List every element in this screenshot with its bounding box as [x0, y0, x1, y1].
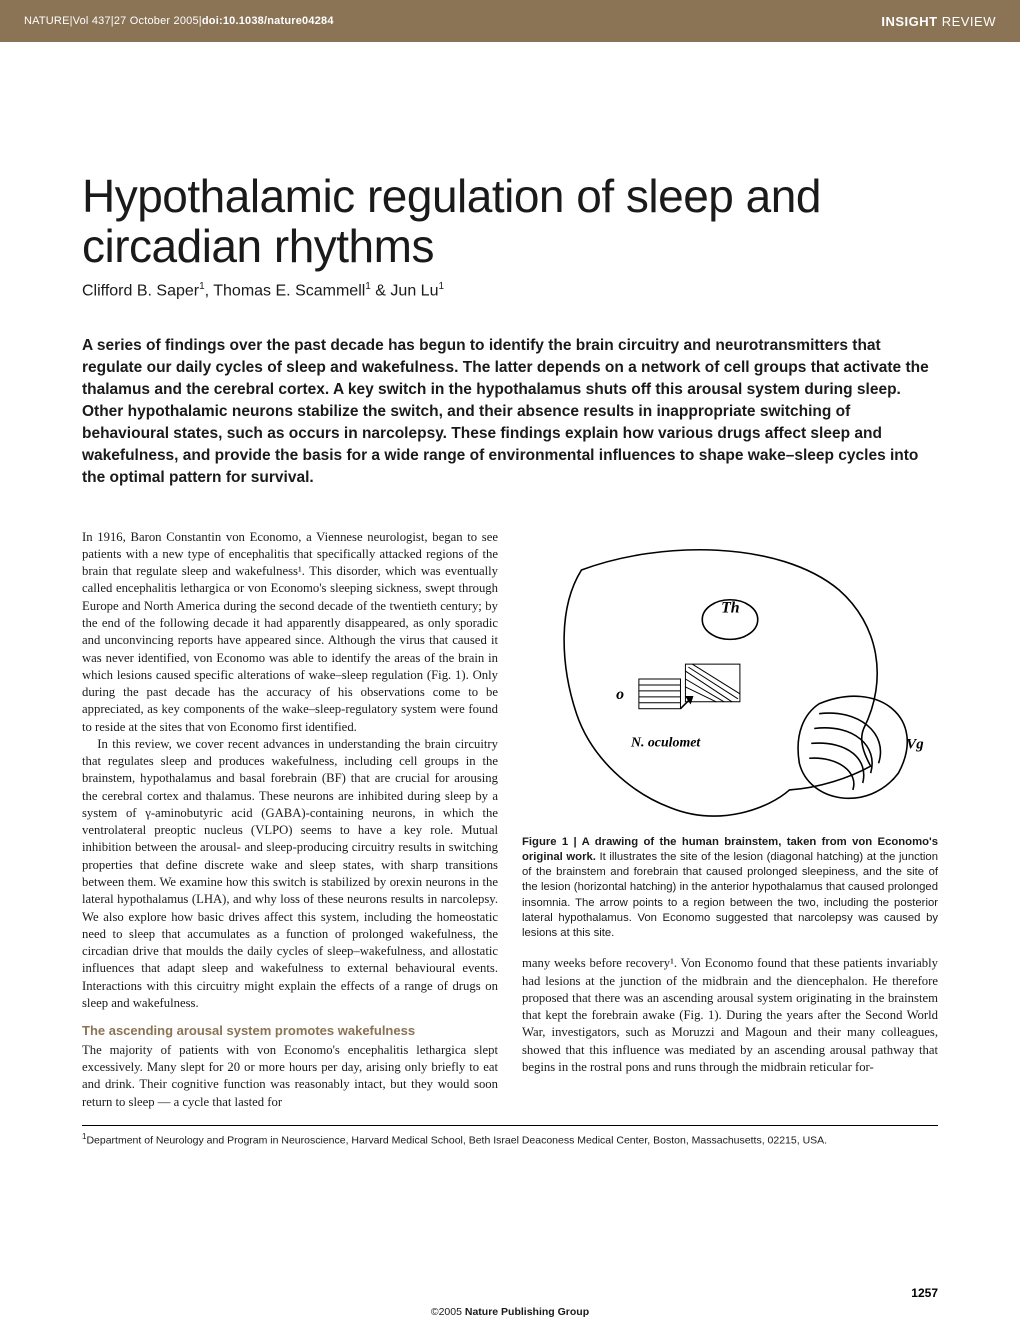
title-block: Hypothalamic regulation of sleep and cir… [82, 172, 938, 301]
fig-label-vg: Vg [906, 736, 924, 752]
author-line: Clifford B. Saper1, Thomas E. Scammell1 … [82, 281, 938, 300]
fig-label-o: o [616, 685, 624, 702]
body-paragraph: In 1916, Baron Constantin von Economo, a… [82, 529, 498, 736]
figure-1: Th o N. oculomet Vg Figure 1 | A drawing… [522, 529, 938, 942]
abstract: A series of findings over the past decad… [82, 335, 938, 489]
brainstem-drawing-icon: Th o N. oculomet Vg [522, 529, 938, 829]
fig-label-noculomet: N. oculomet [630, 734, 701, 749]
body-paragraph: In this review, we cover recent advances… [82, 736, 498, 1012]
journal-name: NATURE [24, 15, 70, 27]
body-paragraph: The majority of patients with von Econom… [82, 1042, 498, 1111]
copyright-footer: ©2005 Nature Publishing Group [0, 1306, 1020, 1318]
journal-header-bar: NATURE|Vol 437|27 October 2005|doi:10.10… [0, 0, 1020, 42]
page-number: 1257 [911, 1286, 938, 1300]
doi: doi:10.1038/nature04284 [202, 15, 334, 27]
issue-date: 27 October 2005 [114, 15, 199, 27]
two-column-body: In 1916, Baron Constantin von Economo, a… [82, 529, 938, 1111]
body-paragraph: many weeks before recovery¹. Von Economo… [522, 955, 938, 1076]
affiliation: 1Department of Neurology and Program in … [0, 1126, 1020, 1147]
volume: Vol 437 [73, 15, 111, 27]
left-column: In 1916, Baron Constantin von Economo, a… [82, 529, 498, 1111]
section-light: REVIEW [938, 14, 996, 29]
figure-caption-rest: It illustrates the site of the lesion (d… [522, 851, 938, 939]
section-bold: INSIGHT [881, 14, 937, 29]
page-content: Hypothalamic regulation of sleep and cir… [0, 172, 1020, 1111]
fig-label-th: Th [721, 599, 740, 616]
section-label: INSIGHT REVIEW [881, 14, 996, 29]
copyright-text: ©2005 Nature Publishing Group [431, 1306, 589, 1318]
right-column: Th o N. oculomet Vg Figure 1 | A drawing… [522, 529, 938, 1111]
header-citation: NATURE|Vol 437|27 October 2005|doi:10.10… [24, 15, 334, 27]
article-title: Hypothalamic regulation of sleep and cir… [82, 172, 938, 271]
figure-1-image: Th o N. oculomet Vg [522, 529, 938, 829]
section-heading: The ascending arousal system promotes wa… [82, 1022, 498, 1040]
figure-1-caption: Figure 1 | A drawing of the human brains… [522, 835, 938, 942]
